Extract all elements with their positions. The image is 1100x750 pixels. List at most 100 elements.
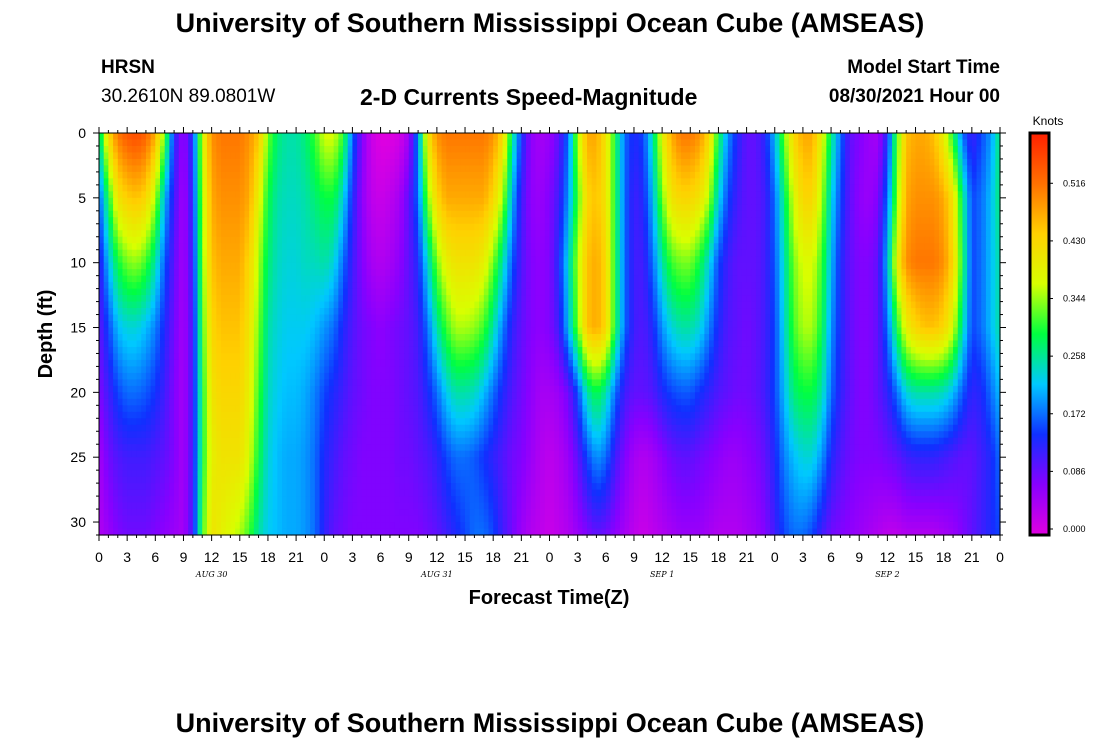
- heatmap-cell: [371, 275, 377, 283]
- heatmap-cell: [192, 178, 199, 186]
- heatmap-cell: [751, 282, 757, 290]
- heatmap-cell: [835, 288, 842, 296]
- heatmap-cell: [610, 269, 616, 277]
- heatmap-cell: [460, 145, 466, 154]
- heatmap-cell: [699, 295, 705, 303]
- heatmap-cell: [99, 178, 105, 186]
- heatmap-cell: [784, 133, 790, 141]
- heatmap-cell: [394, 210, 400, 218]
- heatmap-cell: [324, 236, 330, 244]
- heatmap-cell: [727, 204, 734, 212]
- heatmap-cell: [793, 243, 799, 251]
- heatmap-cell: [399, 191, 405, 199]
- heatmap-cell: [863, 223, 870, 231]
- heatmap-cell: [474, 133, 480, 141]
- heatmap-cell: [718, 236, 724, 244]
- heatmap-cell: [394, 249, 400, 257]
- heatmap-cell: [704, 249, 710, 257]
- heatmap-cell: [680, 217, 687, 225]
- heatmap-cell: [798, 262, 804, 270]
- heatmap-cell: [221, 139, 227, 147]
- heatmap-cell: [985, 197, 992, 205]
- heatmap-cell: [765, 275, 771, 283]
- heatmap-cell: [680, 262, 687, 270]
- heatmap-cell: [319, 133, 325, 141]
- heatmap-cell: [662, 217, 668, 225]
- heatmap-cell: [507, 256, 513, 264]
- heatmap-cell: [291, 158, 297, 167]
- heatmap-cell: [540, 217, 546, 225]
- heatmap-cell: [282, 139, 288, 147]
- heatmap-cell: [906, 230, 912, 238]
- heatmap-cell: [366, 243, 372, 251]
- heatmap-cell: [131, 133, 138, 141]
- heatmap-cell: [835, 269, 842, 277]
- heatmap-cell: [765, 204, 771, 212]
- heatmap-cell: [859, 243, 865, 251]
- heatmap-cell: [774, 256, 781, 264]
- heatmap-cell: [483, 210, 490, 218]
- heatmap-cell: [465, 269, 471, 277]
- heatmap-cell: [643, 223, 649, 231]
- heatmap-cell: [863, 152, 870, 160]
- heatmap-cell: [211, 288, 217, 296]
- heatmap-cell: [751, 133, 757, 141]
- heatmap-cell: [863, 262, 870, 270]
- heatmap-cell: [826, 184, 832, 192]
- heatmap-cell: [648, 223, 654, 231]
- heatmap-cell: [122, 165, 128, 173]
- heatmap-cell: [253, 256, 260, 264]
- heatmap-cell: [812, 243, 818, 251]
- heatmap-cell: [319, 269, 325, 277]
- heatmap-cell: [760, 204, 766, 212]
- heatmap-cell: [389, 139, 396, 147]
- heatmap-cell: [981, 269, 987, 277]
- heatmap-cell: [427, 282, 433, 290]
- heatmap-cell: [113, 295, 119, 303]
- heatmap-cell: [314, 210, 321, 218]
- heatmap-cell: [389, 197, 396, 205]
- heatmap-cell: [145, 230, 152, 238]
- heatmap-cell: [657, 256, 663, 264]
- heatmap-cell: [450, 139, 457, 147]
- heatmap-cell: [732, 236, 738, 244]
- heatmap-cell: [338, 282, 344, 290]
- heatmap-cell: [694, 236, 701, 244]
- heatmap-cell: [676, 256, 682, 264]
- heatmap-cell: [436, 210, 443, 218]
- heatmap-cell: [188, 197, 194, 205]
- heatmap-cell: [558, 243, 565, 251]
- heatmap-cell: [845, 210, 851, 218]
- heatmap-cell: [516, 262, 522, 270]
- heatmap-cell: [765, 230, 771, 238]
- heatmap-cell: [516, 275, 522, 283]
- heatmap-cell: [680, 191, 687, 199]
- heatmap-cell: [277, 171, 283, 179]
- heatmap-cell: [873, 288, 879, 296]
- heatmap-cell: [479, 165, 485, 173]
- heatmap-cell: [521, 262, 527, 270]
- heatmap-cell: [873, 133, 879, 141]
- heatmap-cell: [648, 197, 654, 205]
- heatmap-cell: [169, 275, 175, 283]
- heatmap-cell: [863, 191, 870, 199]
- heatmap-cell: [333, 282, 339, 290]
- heatmap-cell: [957, 275, 964, 283]
- heatmap-cell: [521, 191, 527, 199]
- heatmap-cell: [216, 197, 222, 205]
- heatmap-cell: [868, 139, 874, 147]
- heatmap-cell: [676, 165, 682, 173]
- heatmap-cell: [103, 139, 109, 147]
- heatmap-cell: [610, 145, 616, 154]
- heatmap-cell: [587, 217, 593, 225]
- heatmap-cell: [563, 236, 569, 244]
- heatmap-cell: [723, 133, 729, 141]
- heatmap-cell: [404, 217, 410, 225]
- heatmap-cell: [615, 133, 621, 141]
- heatmap-cell: [333, 230, 339, 238]
- heatmap-cell: [666, 165, 673, 173]
- heatmap-cell: [591, 223, 598, 231]
- heatmap-cell: [784, 210, 790, 218]
- heatmap-cell: [859, 139, 865, 147]
- heatmap-cell: [450, 295, 457, 303]
